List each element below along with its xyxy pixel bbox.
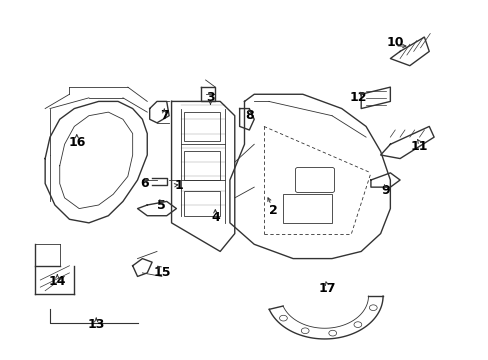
Text: 4: 4 (210, 211, 219, 224)
Text: 16: 16 (68, 136, 85, 149)
Text: 7: 7 (160, 109, 168, 122)
Bar (283, 194, 331, 223)
Text: 3: 3 (206, 91, 214, 104)
Text: 17: 17 (318, 283, 335, 296)
Text: 5: 5 (157, 198, 166, 212)
Bar (183, 112, 220, 141)
Text: 2: 2 (269, 204, 278, 217)
Text: 1: 1 (174, 179, 183, 192)
Bar (183, 152, 220, 180)
Text: 8: 8 (244, 109, 253, 122)
Text: 11: 11 (410, 140, 427, 153)
Text: 10: 10 (386, 36, 403, 49)
Text: 6: 6 (140, 177, 149, 190)
Text: 13: 13 (87, 318, 104, 331)
Text: 14: 14 (48, 275, 66, 288)
Bar (183, 191, 220, 216)
Text: 12: 12 (349, 91, 367, 104)
Text: 9: 9 (381, 184, 389, 197)
Text: 15: 15 (153, 266, 170, 279)
